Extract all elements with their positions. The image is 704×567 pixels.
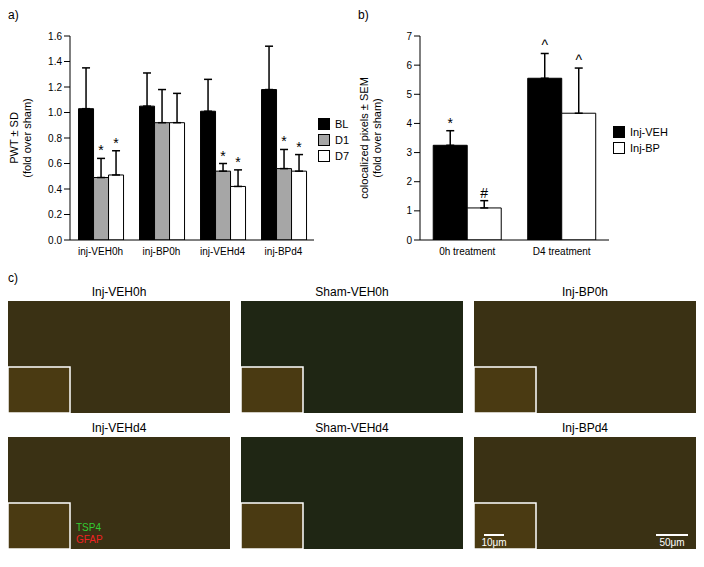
svg-text:colocalized pixels ± SEM(fold: colocalized pixels ± SEM(fold over sham): [358, 77, 383, 199]
svg-text:*: *: [220, 148, 226, 164]
svg-text:7: 7: [406, 31, 412, 42]
svg-text:PWT ± SD(fold over sham): PWT ± SD(fold over sham): [8, 98, 33, 177]
svg-text:#: #: [480, 185, 488, 201]
html-text:b): b): [358, 8, 369, 22]
html-text:Inj-VEH: Inj-VEH: [630, 126, 668, 138]
svg-text:GFAP: GFAP: [76, 534, 103, 545]
html-text:BL: BL: [335, 118, 349, 130]
svg-text:*: *: [296, 139, 302, 155]
svg-text:6: 6: [406, 60, 412, 71]
svg-text:*: *: [98, 142, 104, 158]
svg-text:inj-VEH0h: inj-VEH0h: [78, 246, 123, 257]
svg-text:0.2: 0.2: [48, 209, 62, 220]
svg-text:3: 3: [406, 147, 412, 158]
html-text:a): a): [8, 8, 19, 22]
svg-text:TSP4: TSP4: [76, 522, 101, 533]
svg-text:*: *: [235, 154, 241, 170]
svg-text:^: ^: [541, 37, 548, 53]
svg-text:1.0: 1.0: [48, 107, 62, 118]
svg-text:Sham-VEHd4: Sham-VEHd4: [315, 421, 389, 435]
svg-text:c): c): [8, 271, 18, 285]
svg-text:*: *: [281, 133, 287, 149]
svg-text:inj-BP0h: inj-BP0h: [143, 246, 181, 257]
html-text:D7: D7: [335, 150, 350, 162]
svg-text:50μm: 50μm: [659, 537, 684, 548]
svg-text:0.8: 0.8: [48, 133, 62, 144]
svg-text:Inj-BP0h: Inj-BP0h: [562, 285, 608, 299]
svg-text:1.2: 1.2: [48, 82, 62, 93]
svg-text:1.4: 1.4: [48, 56, 62, 67]
svg-text:0.6: 0.6: [48, 158, 62, 169]
html-text:Inj-BP: Inj-BP: [630, 142, 660, 154]
svg-text:5: 5: [406, 89, 412, 100]
svg-text:2: 2: [406, 176, 412, 187]
svg-text:D4 treatment: D4 treatment: [533, 246, 591, 257]
svg-text:0: 0: [406, 235, 412, 246]
svg-text:Inj-VEH0h: Inj-VEH0h: [92, 285, 147, 299]
svg-text:0.0: 0.0: [48, 235, 62, 246]
svg-text:inj-BPd4: inj-BPd4: [265, 246, 303, 257]
svg-text:*: *: [113, 135, 119, 151]
svg-text:0h treatment: 0h treatment: [439, 246, 495, 257]
svg-text:^: ^: [575, 52, 582, 68]
html-text:D1: D1: [335, 134, 350, 146]
svg-text:inj-VEHd4: inj-VEHd4: [200, 246, 245, 257]
svg-text:10μm: 10μm: [481, 537, 506, 548]
svg-text:Sham-VEH0h: Sham-VEH0h: [315, 285, 388, 299]
svg-text:0.4: 0.4: [48, 184, 62, 195]
svg-text:1.6: 1.6: [48, 31, 62, 42]
svg-text:Inj-BPd4: Inj-BPd4: [562, 421, 608, 435]
svg-text:Inj-VEHd4: Inj-VEHd4: [92, 421, 147, 435]
svg-text:4: 4: [406, 118, 412, 129]
svg-text:*: *: [448, 115, 454, 131]
svg-text:1: 1: [406, 205, 412, 216]
